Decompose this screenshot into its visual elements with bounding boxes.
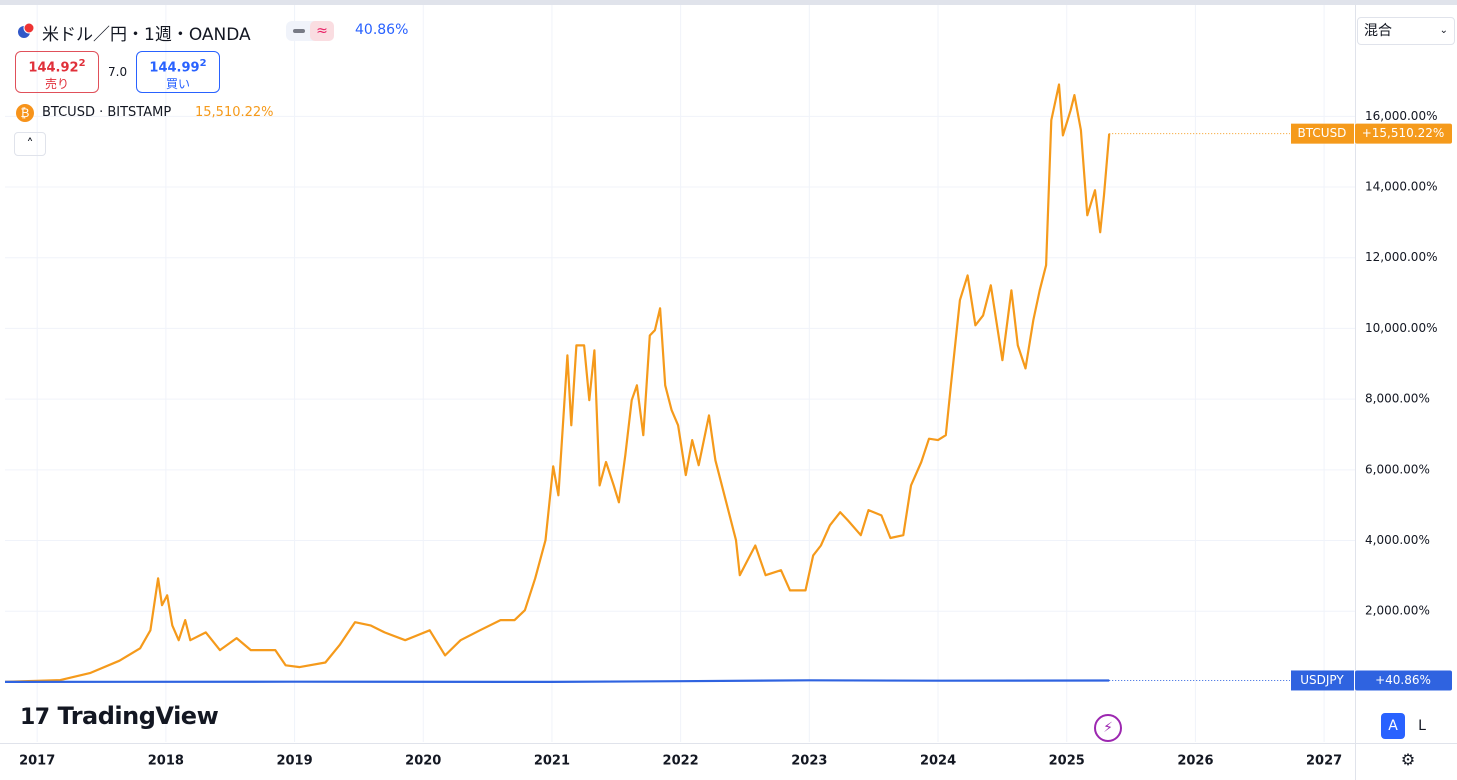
spread: 7.0 [108, 65, 128, 79]
x-tick-label: 2021 [534, 754, 570, 769]
x-tick-label: 2026 [1177, 754, 1213, 769]
y-tick-label: 2,000.00% [1365, 604, 1430, 618]
collapse-button[interactable]: ˄ [14, 132, 46, 156]
buy-button[interactable]: 144.992 買い [136, 51, 220, 93]
sell-price-sup: 2 [78, 58, 86, 69]
scale-mode-select[interactable]: 混合 ⌄ [1357, 17, 1455, 45]
series-name-tag-text: BTCUSD [1298, 126, 1347, 140]
last-value-tag [1355, 670, 1452, 691]
x-tick-label: 2023 [791, 754, 827, 769]
buy-price: 144.99 [149, 60, 200, 76]
sell-price: 144.92 [28, 60, 79, 76]
bitcoin-icon: ₿ [16, 104, 34, 122]
x-tick-label: 2018 [148, 754, 184, 769]
y-tick-label: 16,000.00% [1365, 109, 1437, 123]
chart-type-toggle[interactable]: ≈ [286, 21, 334, 41]
compare-change: 15,510.22% [195, 105, 274, 120]
y-tick-label: 14,000.00% [1365, 180, 1437, 194]
auto-button[interactable]: A [1381, 713, 1405, 739]
buy-label: 買い [165, 77, 190, 92]
x-tick-label: 2022 [663, 754, 699, 769]
x-tick-label: 2019 [276, 754, 312, 769]
toggle-icon: ≈ [310, 21, 334, 41]
top-border [0, 0, 1457, 5]
x-tick-label: 2025 [1049, 754, 1085, 769]
last-value-tag-text: +40.86% [1375, 673, 1431, 687]
y-tick-label: 10,000.00% [1365, 321, 1437, 335]
symbol-change: 40.86% [355, 22, 409, 38]
y-tick-label: 4,000.00% [1365, 533, 1430, 547]
scale-mode: 混合 [1364, 23, 1392, 39]
flag [18, 22, 35, 38]
last-value-tag [1355, 123, 1452, 144]
alert-icon[interactable]: ⚡ [1094, 714, 1122, 742]
series-line [4, 83, 1111, 683]
log-button[interactable]: L [1418, 718, 1426, 734]
brand-icon: 17 [20, 705, 50, 730]
dropdown-arrow: ⌄ [1439, 25, 1448, 36]
x-tick-label: 2027 [1306, 754, 1342, 769]
sell-button[interactable]: 144.922 売り [15, 51, 99, 93]
series-name-tag [1291, 123, 1354, 144]
brand: TradingView [57, 702, 219, 730]
sell-label: 売り [44, 77, 69, 92]
compare-label[interactable]: BTCUSD · BITSTAMP [42, 105, 172, 120]
series-name-tag-text: USDJPY [1300, 673, 1344, 687]
x-tick-label: 2017 [19, 754, 55, 769]
brand-logo[interactable]: 17 TradingView [20, 702, 219, 730]
buy-price-sup: 2 [199, 58, 207, 69]
x-tick-label: 2024 [920, 754, 956, 769]
flag-icon [16, 21, 36, 39]
y-tick-label: 12,000.00% [1365, 250, 1437, 264]
settings-icon[interactable]: ⚙ [1400, 750, 1416, 769]
last-value-tag-text: +15,510.22% [1362, 126, 1445, 140]
y-tick-label: 8,000.00% [1365, 392, 1430, 406]
series-name-tag [1291, 670, 1354, 691]
x-tick-label: 2020 [405, 754, 441, 769]
toggle-icon [293, 29, 305, 33]
symbol-title[interactable]: 米ドル／円・1週・OANDA [42, 25, 251, 45]
series-line [4, 679, 1110, 683]
y-tick-label: 6,000.00% [1365, 462, 1430, 476]
